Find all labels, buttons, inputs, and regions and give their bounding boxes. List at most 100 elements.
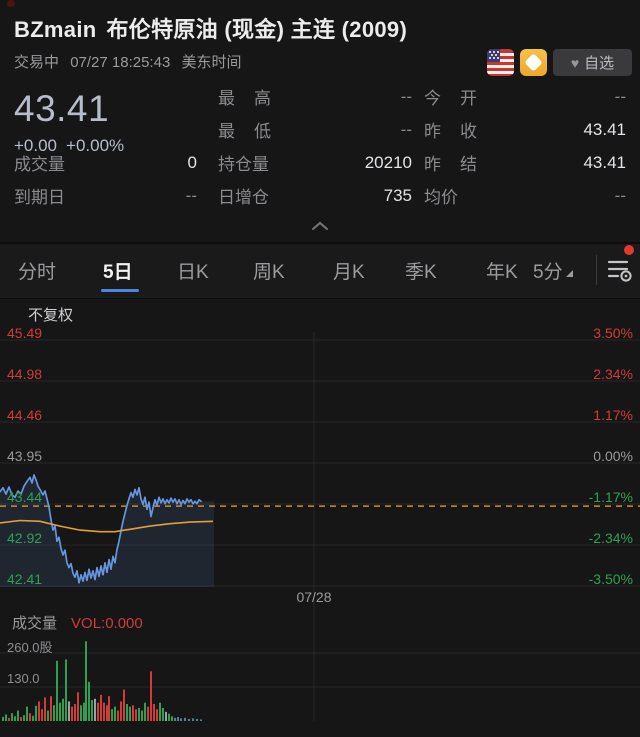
volume-bar bbox=[108, 696, 110, 721]
volume-bar bbox=[85, 641, 87, 721]
volume-bar bbox=[168, 713, 170, 721]
percent-axis-label: -2.34% bbox=[588, 530, 633, 546]
adjustment-mode-label[interactable]: 不复权 bbox=[28, 307, 74, 324]
open-label: 今开 bbox=[424, 89, 477, 108]
price-axis-label: 44.98 bbox=[7, 366, 43, 382]
page-title: BZmain 布伦特原油 (现金) 主连 (2009) bbox=[14, 12, 407, 44]
volume-pane-header: 成交量 VOL:0.000 bbox=[12, 612, 143, 633]
heart-icon: ♥ bbox=[570, 54, 580, 71]
low-value: -- bbox=[400, 119, 412, 139]
volume-bar bbox=[5, 714, 7, 721]
volume-bar bbox=[144, 702, 146, 721]
volume-bar bbox=[88, 681, 90, 721]
volume-bar bbox=[77, 692, 79, 721]
high-label: 最高 bbox=[218, 89, 271, 108]
last-price: 43.41 bbox=[14, 88, 110, 129]
volume-bar bbox=[50, 696, 52, 721]
tab-年K[interactable]: 年K bbox=[486, 262, 518, 283]
volume-bar bbox=[20, 717, 22, 721]
prev-close-label: 昨收 bbox=[424, 122, 477, 141]
price-axis-label: 43.44 bbox=[7, 489, 43, 505]
tab-分时[interactable]: 分时 bbox=[18, 262, 57, 283]
favorite-label: 自选 bbox=[584, 55, 615, 72]
quote-row: 持仓量 20210 bbox=[218, 146, 412, 179]
volume-bar bbox=[97, 702, 99, 721]
quote-datetime: 07/27 18:25:43 bbox=[70, 54, 171, 71]
quote-row: 到期日 -- bbox=[14, 179, 197, 212]
volume-bar bbox=[129, 706, 131, 721]
volume-axis-label: 260.0股 bbox=[7, 640, 53, 655]
tab-5日[interactable]: 5日 bbox=[103, 262, 133, 283]
quote-row: 最高 -- bbox=[218, 80, 412, 113]
tab-5分[interactable]: 5分 bbox=[533, 257, 573, 284]
volume-bar bbox=[100, 694, 102, 721]
quote-row: 成交量 0 bbox=[14, 146, 197, 179]
volume-bar bbox=[71, 706, 73, 721]
collapse-chevron-icon[interactable] bbox=[306, 218, 334, 234]
volume-bar bbox=[26, 706, 28, 721]
percent-axis-label: -3.50% bbox=[588, 571, 633, 587]
prev-close-value: 43.41 bbox=[583, 119, 626, 139]
market-status-row: 交易中 07/27 18:25:43 美东时间 bbox=[14, 51, 248, 72]
instrument-name: 布伦特原油 (现金) 主连 (2009) bbox=[106, 17, 408, 42]
recording-dot bbox=[7, 0, 15, 7]
volume-bar bbox=[103, 702, 105, 721]
high-value: -- bbox=[400, 86, 412, 106]
volume-bar bbox=[65, 659, 67, 721]
volume-bar bbox=[8, 717, 10, 721]
volume-bar bbox=[47, 710, 49, 721]
tab-月K[interactable]: 月K bbox=[333, 262, 365, 283]
percent-axis-label: 2.34% bbox=[593, 366, 633, 382]
volume-bar bbox=[174, 717, 176, 721]
indicator-settings-icon[interactable] bbox=[606, 256, 634, 289]
gold-gem-icon[interactable] bbox=[520, 49, 547, 76]
volume-bar bbox=[192, 718, 194, 721]
change-value: +0.00 bbox=[14, 136, 58, 155]
volume-bar bbox=[62, 698, 64, 721]
price-axis-label: 44.46 bbox=[7, 407, 43, 423]
volume-bar bbox=[94, 698, 96, 721]
volume-indicator-value: VOL:0.000 bbox=[71, 615, 143, 632]
volume-bar bbox=[196, 718, 198, 721]
tab-季K[interactable]: 季K bbox=[405, 262, 437, 283]
volume-bar bbox=[184, 717, 186, 721]
add-favorite-button[interactable]: ♥ 自选 bbox=[553, 49, 632, 76]
prev-settle-label: 昨结 bbox=[424, 155, 477, 174]
volume-bar bbox=[68, 701, 70, 721]
percent-axis-label: -1.17% bbox=[588, 489, 633, 505]
volume-bar bbox=[56, 660, 58, 721]
timezone-label: 美东时间 bbox=[181, 54, 242, 71]
volume-bar bbox=[2, 717, 4, 721]
volume-bar bbox=[150, 671, 152, 721]
volume-bar bbox=[74, 704, 76, 721]
volume-bar bbox=[159, 702, 161, 721]
tab-周K[interactable]: 周K bbox=[253, 262, 285, 283]
prev-settle-value: 43.41 bbox=[583, 152, 626, 172]
volume-bar bbox=[177, 717, 179, 721]
volume-bar bbox=[41, 709, 43, 721]
notification-dot bbox=[624, 245, 634, 255]
symbol-code: BZmain bbox=[14, 17, 97, 42]
volume-bar bbox=[117, 710, 119, 721]
quote-row: 均价 -- bbox=[424, 179, 626, 212]
tab-日K[interactable]: 日K bbox=[177, 262, 209, 283]
oi-delta-label: 日增仓 bbox=[218, 188, 269, 207]
open-interest-label: 持仓量 bbox=[218, 155, 269, 174]
volume-bar bbox=[162, 707, 164, 721]
volume-bar bbox=[165, 711, 167, 721]
volume-bar bbox=[123, 689, 125, 721]
volume-bar bbox=[38, 701, 40, 721]
open-interest-value: 20210 bbox=[364, 152, 412, 172]
price-axis-label: 43.95 bbox=[7, 448, 43, 464]
period-tab-bar: 分时 5日 日K 周K 月K 季K 年K 5分 bbox=[0, 242, 640, 299]
volume-pane-label: 成交量 bbox=[12, 615, 58, 632]
expiry-value: -- bbox=[185, 185, 197, 205]
quote-row: 今开 -- bbox=[424, 80, 626, 113]
volume-bar bbox=[11, 713, 13, 721]
open-value: -- bbox=[614, 86, 626, 106]
volume-bar bbox=[23, 715, 25, 721]
volume-bar bbox=[153, 704, 155, 721]
volume-bar bbox=[141, 710, 143, 721]
volume-bar bbox=[156, 709, 158, 721]
